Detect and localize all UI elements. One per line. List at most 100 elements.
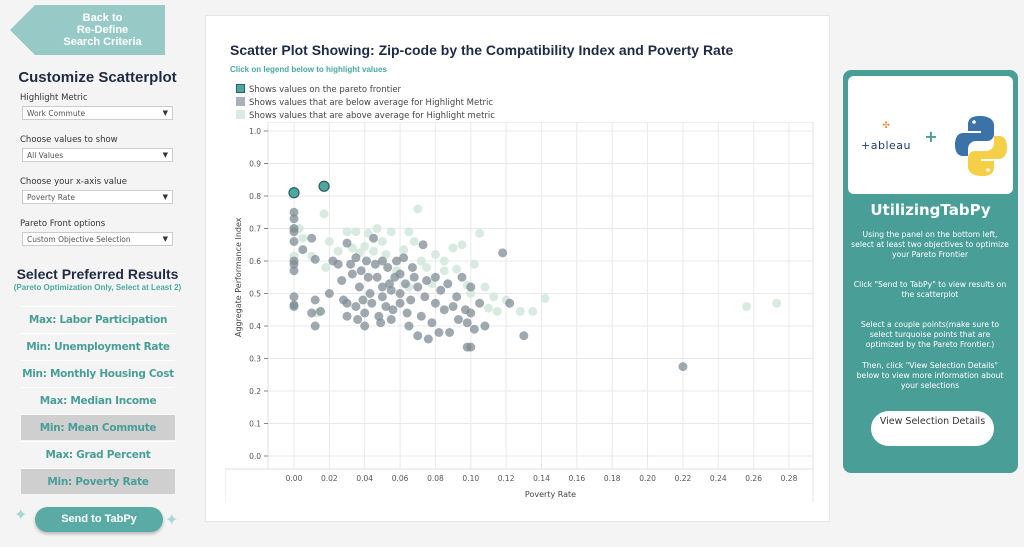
values-to-show-dropdown[interactable]: All Values ▼ [22,148,173,162]
above-average-point [422,263,432,272]
above-average-point [399,245,409,255]
legend-item-below-average[interactable]: Shows values that are below average for … [236,97,493,108]
y-tick-label: 0.9 [249,160,261,169]
below-average-point [416,311,426,321]
objective-option[interactable]: Max: Grad Percent [21,441,175,467]
below-average-point [452,292,462,302]
below-average-point [383,263,393,272]
chevron-down-icon: ▼ [162,193,168,201]
back-line: Search Criteria [63,36,142,48]
below-average-point [519,331,529,341]
x-axis-dropdown[interactable]: Poverty Rate ▼ [22,190,173,204]
below-average-point [307,233,317,243]
below-average-point [395,298,405,308]
legend-swatch [236,84,245,93]
below-average-point [351,302,361,311]
below-average-point [351,253,361,263]
legend-item-above-average[interactable]: Shows values that are above average for … [236,110,495,121]
below-average-point [505,298,515,308]
back-button[interactable]: Back to Re-Define Search Criteria [10,5,165,55]
back-line: Re-Define [76,24,129,36]
x-tick-label: 0.06 [392,474,409,483]
objective-option[interactable]: Min: Poverty Rate [21,468,175,494]
dropdown-value: All Values [27,151,64,160]
plot-area [267,122,814,470]
legend-item-pareto[interactable]: Shows values on the pareto frontier [236,84,401,95]
below-average-point [347,269,357,279]
below-average-point [498,248,508,258]
below-average-point [453,315,463,324]
below-average-point [356,266,366,276]
below-average-point [466,342,476,352]
below-average-point [367,298,377,308]
below-average-point [376,318,386,328]
below-average-point [457,272,467,282]
x-tick-label: 0.28 [781,474,798,483]
objective-option[interactable]: Max: Labor Participation [21,306,175,332]
below-average-point [307,308,317,318]
above-average-point [448,243,458,253]
below-average-point [430,272,440,282]
below-average-point [388,305,398,315]
filter-label: Choose your x-axis value [20,177,127,187]
below-average-point [342,298,352,308]
preferred-title: Select Preferred Results [16,266,179,282]
highlight-metric-dropdown[interactable]: Work Commute ▼ [22,106,173,120]
below-average-point [422,276,432,285]
below-average-point [377,282,387,292]
x-tick-label: 0.02 [321,474,338,483]
x-tick-label: 0.14 [533,474,550,483]
x-tick-label: 0.20 [639,474,656,483]
below-average-point [381,302,391,311]
below-average-point [404,321,414,331]
below-average-point [448,302,458,311]
filter-label: Highlight Metric [20,93,88,103]
y-tick-label: 0.2 [249,387,261,396]
above-average-point [416,256,426,266]
x-axis-label: Poverty Rate [525,490,576,499]
view-selection-details-button[interactable]: View Selection Details [871,411,994,446]
above-average-point [466,289,476,298]
below-average-point [289,266,299,276]
below-average-point [480,321,490,331]
arrow-left-icon [10,5,165,55]
y-tick-label: 0.5 [249,290,261,299]
below-average-point [316,306,326,316]
below-average-point [370,259,380,269]
objective-option[interactable]: Min: Monthly Housing Cost [21,360,175,386]
filter-label: Pareto Front options [20,219,106,229]
y-tick-label: 0.0 [249,452,261,461]
below-average-point [360,308,370,318]
pareto-options-dropdown[interactable]: Custom Objective Selection ▼ [22,232,173,246]
below-average-point [342,311,352,321]
send-to-tabpy-button[interactable]: Send to TabPy [35,507,163,532]
scatter-plot[interactable]: 0.00 0.02 0.04 0.06 0.08 0.10 0.12 0.14 0.16 0.18… [225,122,820,502]
x-axis-pane [225,468,814,502]
below-average-point [469,324,479,334]
objective-option[interactable]: Min: Mean Commute [21,414,175,440]
above-average-point [369,246,379,256]
chart-title: Scatter Plot Showing: Zip-code by the Co… [230,42,734,58]
chevron-down-icon: ▼ [162,235,168,243]
y-tick-label: 0.7 [249,225,261,234]
sparkle-icon: ✦ [14,505,28,524]
above-average-point [413,204,423,214]
x-tick-label: 0.26 [745,474,762,483]
above-average-point [528,306,538,316]
objective-option[interactable]: Max: Median Income [21,387,175,413]
below-average-point [289,207,299,217]
above-average-point [540,293,550,303]
panel-title: UtilizingTabPy [870,201,991,219]
objective-option[interactable]: Min: Unemployment Rate [21,333,175,359]
legend-label: Shows values that are above average for … [249,111,495,121]
below-average-point [337,276,347,285]
legend-swatch [236,97,245,106]
chevron-down-icon: ▼ [162,151,168,159]
above-average-point [404,227,414,237]
tableau-logo-icon: ✣ [882,121,890,131]
below-average-point [395,269,405,279]
above-average-point [439,256,449,266]
below-average-point [475,298,485,308]
below-average-point [399,253,409,263]
below-average-point [333,259,343,269]
